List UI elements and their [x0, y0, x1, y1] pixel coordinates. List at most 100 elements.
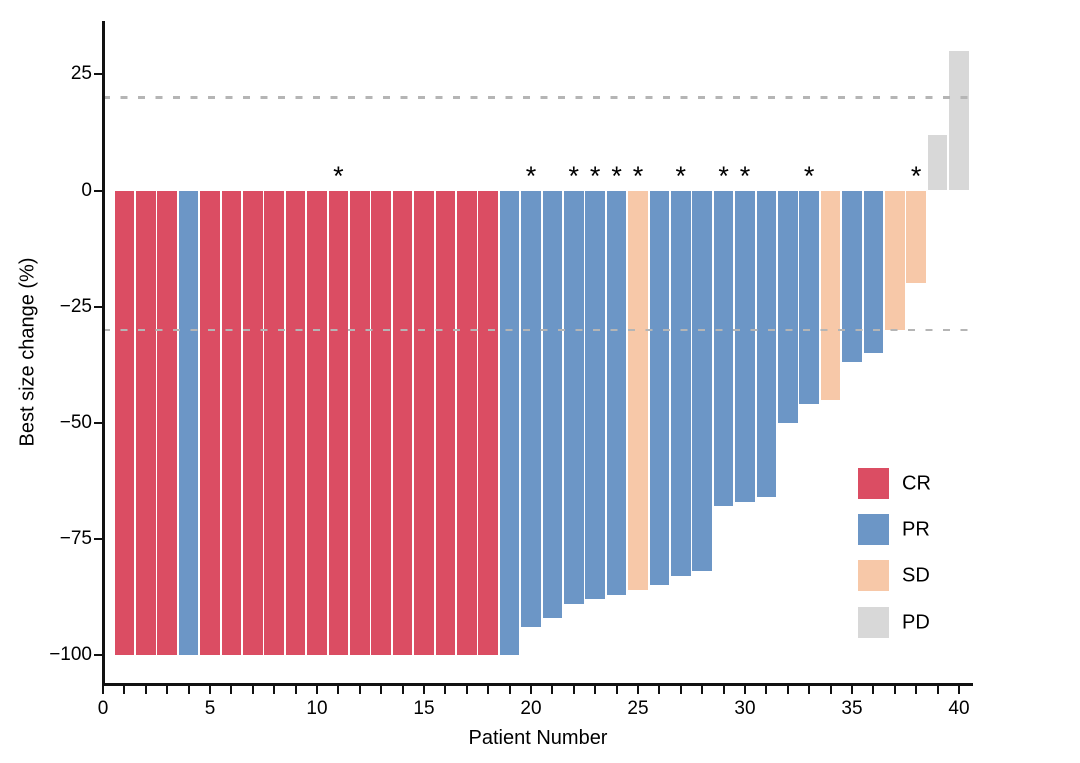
x-tick-30: [744, 685, 746, 694]
legend-swatch: [858, 560, 889, 591]
x-tick-label-30: 30: [734, 698, 756, 719]
x-tick-38: [915, 685, 918, 694]
x-tick-8: [273, 685, 276, 694]
bar-patient-25: [628, 190, 648, 591]
x-tick-22: [572, 685, 575, 694]
x-tick-label-40: 40: [948, 698, 970, 719]
y-tick-label--100: −100: [49, 644, 92, 666]
x-tick-3: [166, 685, 169, 694]
x-tick-10: [316, 685, 318, 694]
x-tick-1: [123, 685, 126, 694]
bar-patient-5: [200, 190, 220, 656]
x-tick-4: [187, 685, 190, 694]
bar-patient-38: [906, 190, 926, 284]
x-tick-31: [765, 685, 768, 694]
x-tick-29: [722, 685, 725, 694]
x-tick-7: [251, 685, 254, 694]
x-tick-39: [936, 685, 939, 694]
x-tick-6: [230, 685, 233, 694]
y-axis-line: [102, 21, 105, 685]
x-tick-25: [637, 685, 639, 694]
bar-patient-37: [885, 190, 905, 330]
x-tick-label-5: 5: [204, 698, 216, 719]
legend-swatch: [858, 607, 889, 638]
bar-patient-30: [735, 190, 755, 502]
x-tick-37: [893, 685, 896, 694]
x-tick-2: [144, 685, 147, 694]
x-tick-24: [615, 685, 618, 694]
bar-patient-12: [350, 190, 370, 656]
y-tick-label--25: −25: [59, 295, 92, 317]
bar-patient-32: [778, 190, 798, 423]
x-tick-40: [958, 685, 960, 694]
legend-item-cr: CR: [858, 468, 978, 500]
x-tick-19: [508, 685, 511, 694]
bar-patient-36: [863, 190, 884, 354]
reference-line-plus20: [103, 96, 973, 99]
x-tick-13: [380, 685, 383, 694]
legend-item-pd: PD: [858, 607, 978, 639]
bar-patient-23: [585, 190, 605, 600]
bar-patient-22: [564, 190, 584, 604]
y-tick-label-25: 25: [70, 63, 92, 85]
bar-patient-34: [820, 190, 841, 400]
x-tick-12: [358, 685, 361, 694]
y-tick--75: [94, 537, 102, 540]
x-tick-32: [786, 685, 789, 694]
significance-asterisk-patient-33: *: [803, 161, 815, 191]
x-tick-27: [679, 685, 682, 694]
bar-patient-7: [243, 190, 263, 656]
reference-line-minus30: [103, 328, 973, 332]
x-tick-34: [829, 685, 832, 694]
x-tick-11: [337, 685, 340, 694]
bar-patient-35: [842, 190, 862, 363]
y-tick-25: [94, 73, 102, 76]
bar-patient-29: [713, 190, 734, 507]
bar-patient-15: [414, 190, 434, 656]
significance-asterisk-patient-25: *: [632, 161, 644, 191]
x-tick-label-35: 35: [841, 698, 863, 719]
legend-label: CR: [902, 472, 931, 495]
x-tick-15: [423, 685, 425, 694]
x-tick-35: [851, 685, 853, 694]
legend-swatch: [858, 514, 889, 545]
significance-asterisk-patient-30: *: [739, 161, 751, 191]
x-axis-line: [101, 682, 973, 686]
x-tick-16: [444, 685, 447, 694]
significance-asterisk-patient-29: *: [718, 161, 729, 191]
bar-patient-21: [542, 190, 563, 618]
x-tick-33: [808, 685, 811, 694]
x-tick-5: [209, 685, 211, 694]
y-tick--50: [94, 421, 102, 424]
significance-asterisk-patient-27: *: [675, 161, 687, 191]
x-tick-14: [401, 685, 404, 694]
bar-patient-31: [756, 190, 777, 498]
legend-item-pr: PR: [858, 514, 978, 546]
y-tick-label--75: −75: [59, 527, 92, 549]
bar-patient-39: [927, 134, 948, 191]
bar-patient-11: [328, 190, 349, 656]
legend-label: SD: [902, 564, 930, 587]
bar-patient-19: [499, 190, 520, 656]
legend-item-sd: SD: [858, 560, 978, 592]
significance-asterisk-patient-23: *: [589, 161, 601, 191]
y-tick-0: [94, 189, 102, 192]
x-tick-label-20: 20: [520, 698, 542, 719]
x-tick-9: [294, 685, 297, 694]
x-tick-0: [102, 685, 104, 694]
bar-patient-27: [671, 190, 691, 577]
bar-patient-40: [949, 51, 969, 191]
x-tick-20: [530, 685, 532, 694]
bar-patient-28: [692, 190, 712, 572]
x-tick-28: [701, 685, 704, 694]
y-tick-label--50: −50: [59, 411, 92, 433]
bar-patient-2: [136, 190, 156, 656]
x-tick-label-0: 0: [97, 698, 109, 719]
significance-asterisk-patient-20: *: [525, 161, 537, 191]
bar-patient-8: [264, 190, 284, 656]
bar-patient-20: [521, 190, 541, 628]
bar-patient-18: [478, 190, 498, 656]
x-tick-17: [465, 685, 468, 694]
legend-swatch: [858, 468, 889, 499]
